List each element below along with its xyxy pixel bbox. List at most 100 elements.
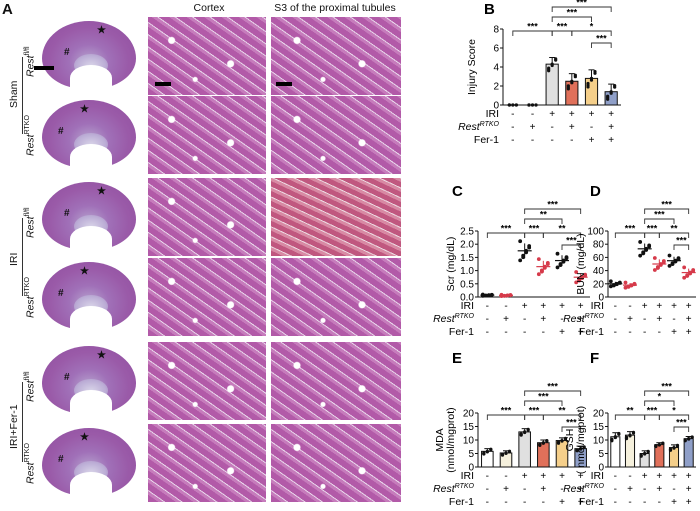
data-point xyxy=(554,58,558,62)
significance-label: *** xyxy=(547,200,558,210)
data-point xyxy=(519,432,523,437)
condition-sign: - xyxy=(643,484,646,495)
condition-sign: - xyxy=(486,471,489,482)
significance-bracket xyxy=(542,414,582,420)
data-point xyxy=(652,268,657,272)
data-point xyxy=(624,435,629,439)
data-point xyxy=(668,448,673,452)
condition-row-label: IRI xyxy=(591,470,604,482)
condition-sign: + xyxy=(671,471,677,482)
significance-bracket xyxy=(524,218,563,224)
data-point xyxy=(485,450,489,454)
data-point xyxy=(675,443,680,447)
data-point xyxy=(507,103,511,107)
group-divider-line xyxy=(22,382,23,462)
data-point xyxy=(606,97,610,101)
y-tick-label: 0 xyxy=(468,463,474,474)
data-point xyxy=(480,293,485,298)
hash-marker-icon: # xyxy=(64,208,70,219)
data-point xyxy=(573,75,577,79)
significance-bracket xyxy=(644,390,690,396)
data-point xyxy=(534,103,538,107)
y-tick-label: 10 xyxy=(593,436,605,447)
data-point xyxy=(639,453,643,457)
genotype-label: Restfl/fl xyxy=(24,371,37,402)
data-point xyxy=(624,437,629,441)
significance-bracket xyxy=(551,16,592,22)
genotype-label: RestRTKO xyxy=(24,277,37,318)
data-point xyxy=(675,444,680,448)
data-point xyxy=(589,78,594,82)
data-point xyxy=(564,255,569,260)
y-tick-label: 0 xyxy=(598,463,604,474)
panel-letter-b: B xyxy=(484,1,495,18)
condition-sign: + xyxy=(559,497,565,508)
bar xyxy=(481,450,494,468)
data-point xyxy=(586,83,590,87)
data-point xyxy=(631,431,636,435)
condition-sign: - xyxy=(531,135,534,146)
data-point xyxy=(521,253,526,258)
significance-bracket xyxy=(644,208,690,214)
condition-sign: + xyxy=(578,301,584,312)
significance-label: * xyxy=(658,392,662,402)
y-tick-label: 2.5 xyxy=(460,227,474,238)
data-point xyxy=(504,451,508,455)
y-tick-label: 80 xyxy=(593,240,605,251)
data-point xyxy=(550,62,554,66)
condition-sign: + xyxy=(503,314,509,325)
data-point xyxy=(683,438,687,442)
hash-marker-icon: # xyxy=(58,454,64,465)
data-point xyxy=(683,439,687,443)
s3-histology-image xyxy=(271,178,401,256)
significance-label: *** xyxy=(567,8,578,18)
data-point xyxy=(539,269,544,274)
column-header-cortex: Cortex xyxy=(193,2,225,14)
significance-bracket xyxy=(524,414,544,420)
condition-sign: + xyxy=(671,327,677,338)
significance-label: *** xyxy=(676,418,687,428)
data-point xyxy=(556,441,561,445)
condition-sign: + xyxy=(530,122,536,133)
data-point xyxy=(579,447,583,451)
data-point xyxy=(538,443,542,447)
data-point xyxy=(631,430,636,434)
condition-sign: - xyxy=(511,109,514,120)
condition-sign: + xyxy=(608,135,614,146)
condition-sign: + xyxy=(627,314,633,325)
data-point xyxy=(608,284,613,289)
data-point xyxy=(632,282,637,287)
hash-marker-icon: # xyxy=(64,372,70,383)
hash-marker-icon: # xyxy=(58,126,64,137)
data-point xyxy=(673,258,678,263)
data-point xyxy=(505,293,510,298)
data-point xyxy=(561,259,566,264)
bar xyxy=(683,438,694,468)
data-point xyxy=(628,433,632,437)
data-point xyxy=(608,279,613,284)
condition-sign: - xyxy=(590,122,593,133)
condition-sign: - xyxy=(531,109,534,120)
data-point xyxy=(582,445,586,449)
data-point xyxy=(480,292,485,297)
cortex-histology-image xyxy=(148,342,266,420)
data-point xyxy=(547,67,551,72)
condition-row-label: RestRTKO xyxy=(563,483,604,495)
kidney-section-image: ★ # xyxy=(42,428,136,498)
data-point xyxy=(554,57,558,61)
significance-label: ** xyxy=(670,224,678,234)
condition-sign: - xyxy=(504,497,507,508)
data-point xyxy=(610,438,614,442)
condition-sign: - xyxy=(628,471,631,482)
group-divider-line xyxy=(22,57,23,134)
significance-label: ** xyxy=(626,406,634,416)
condition-sign: + xyxy=(522,471,528,482)
bar xyxy=(499,452,513,468)
genotype-label: RestRTKO xyxy=(24,443,37,484)
data-point xyxy=(518,239,523,244)
y-tick-label: 5 xyxy=(598,449,604,460)
data-point xyxy=(538,443,542,447)
kidney-section-image: ★ # xyxy=(42,262,136,332)
data-point xyxy=(570,81,574,85)
significance-bracket xyxy=(658,232,690,238)
